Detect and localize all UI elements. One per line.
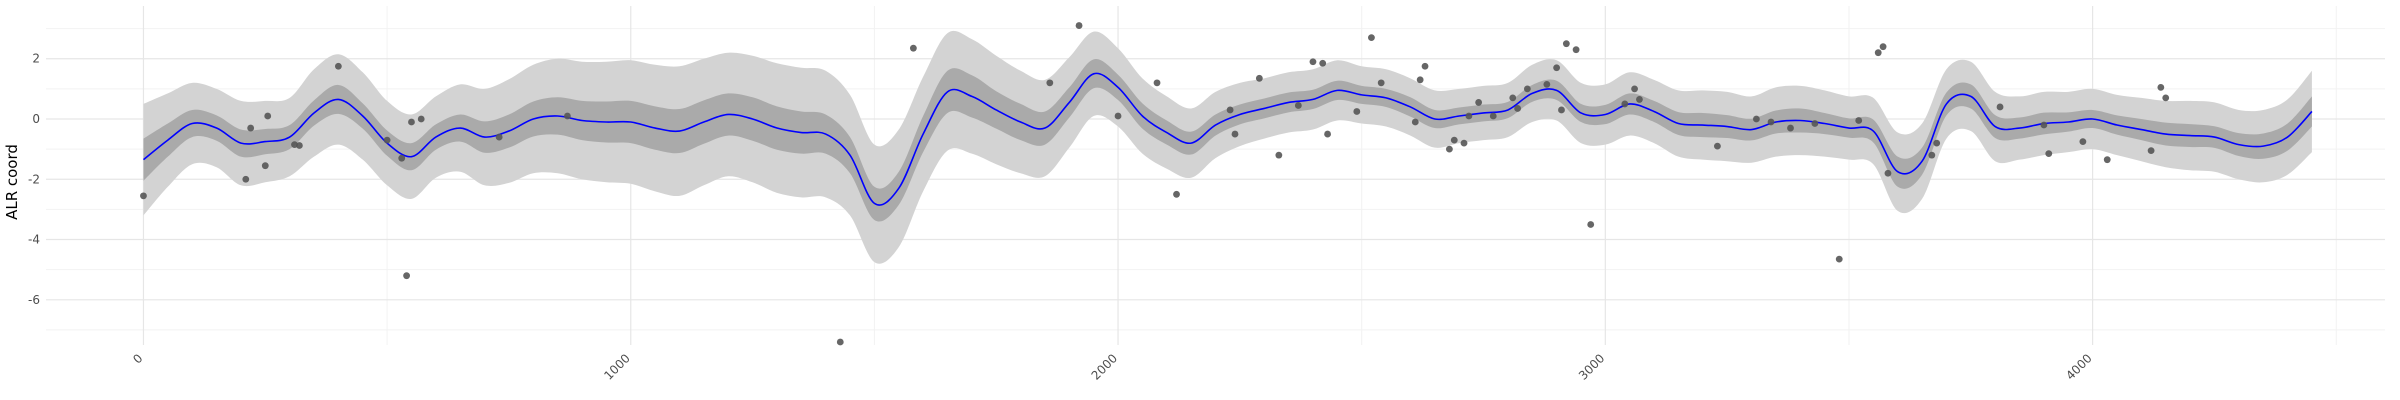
data-point bbox=[1714, 142, 1721, 150]
data-point bbox=[2079, 138, 2087, 146]
y-tick-label: 0 bbox=[32, 112, 40, 126]
data-point bbox=[140, 192, 147, 200]
outer-confidence-band bbox=[143, 30, 2312, 264]
x-tick-label: 3000 bbox=[1576, 351, 1607, 382]
data-point bbox=[1621, 100, 1629, 108]
y-axis-title: ALR coord bbox=[3, 144, 21, 220]
data-point bbox=[1928, 151, 1936, 159]
y-tick-label: -6 bbox=[28, 293, 40, 307]
data-point bbox=[2147, 147, 2155, 155]
data-point bbox=[264, 112, 272, 120]
data-point bbox=[334, 62, 342, 70]
data-point bbox=[1353, 108, 1361, 115]
data-point bbox=[1884, 169, 1892, 177]
data-point bbox=[2157, 83, 2165, 91]
data-point bbox=[1368, 34, 1375, 42]
data-point bbox=[1046, 79, 1054, 87]
data-point bbox=[2103, 156, 2111, 164]
data-point bbox=[408, 118, 415, 126]
data-point bbox=[1421, 62, 1429, 70]
data-point bbox=[1173, 190, 1180, 198]
data-point bbox=[242, 175, 250, 183]
x-tick-label: 2000 bbox=[1089, 351, 1120, 382]
data-point bbox=[1450, 136, 1458, 144]
y-tick-label: -2 bbox=[28, 172, 40, 186]
data-point bbox=[1523, 85, 1531, 93]
data-point bbox=[1553, 64, 1561, 72]
y-tick-label: 2 bbox=[32, 52, 40, 66]
data-point bbox=[1294, 102, 1302, 109]
data-point bbox=[1226, 106, 1234, 114]
data-point bbox=[1275, 151, 1283, 159]
data-point bbox=[1636, 96, 1643, 103]
data-point bbox=[1509, 94, 1517, 102]
data-point bbox=[1255, 74, 1263, 82]
data-point bbox=[1933, 139, 1941, 147]
data-point bbox=[1465, 112, 1473, 120]
data-point bbox=[383, 136, 391, 144]
data-point bbox=[1411, 118, 1419, 126]
data-point bbox=[1587, 221, 1595, 228]
data-point bbox=[1514, 105, 1522, 112]
inner-confidence-band bbox=[143, 59, 2312, 222]
data-point bbox=[1153, 79, 1161, 87]
data-point bbox=[1558, 106, 1565, 114]
data-point bbox=[1475, 99, 1483, 106]
data-point bbox=[1572, 46, 1580, 54]
data-point bbox=[1319, 59, 1327, 67]
data-point bbox=[1855, 117, 1863, 124]
data-point bbox=[495, 133, 503, 141]
data-point bbox=[1996, 103, 2004, 111]
data-point bbox=[247, 124, 255, 132]
data-point bbox=[2162, 94, 2170, 102]
x-tick-label: 0 bbox=[130, 351, 145, 366]
data-point bbox=[1324, 130, 1331, 138]
data-point bbox=[2045, 150, 2053, 158]
data-point bbox=[1446, 145, 1453, 153]
data-points bbox=[140, 22, 2170, 346]
data-point bbox=[1879, 43, 1887, 51]
data-point bbox=[1309, 58, 1317, 66]
data-point bbox=[1562, 40, 1570, 48]
data-point bbox=[1460, 139, 1468, 147]
data-point bbox=[564, 112, 571, 120]
x-axis-tick-labels: 0 1000 2000 3000 4000 bbox=[130, 351, 2094, 382]
data-point bbox=[909, 44, 917, 52]
data-point bbox=[1631, 85, 1638, 93]
data-point bbox=[1543, 80, 1551, 88]
data-point bbox=[398, 154, 406, 162]
data-point bbox=[417, 115, 425, 123]
data-point bbox=[1767, 118, 1775, 126]
data-point bbox=[1787, 124, 1794, 132]
data-point bbox=[1811, 120, 1819, 127]
data-point bbox=[1874, 49, 1882, 57]
x-tick-label: 4000 bbox=[2063, 351, 2094, 382]
data-point bbox=[1835, 255, 1843, 263]
y-tick-label: -4 bbox=[28, 233, 40, 247]
data-point bbox=[261, 162, 269, 170]
y-axis-tick-labels: -6 -4 -2 0 2 bbox=[28, 52, 40, 307]
x-tick-label: 1000 bbox=[601, 351, 632, 382]
data-point bbox=[1489, 112, 1497, 120]
data-point bbox=[1377, 79, 1385, 87]
mean-curve-line bbox=[142, 72, 2313, 206]
data-point bbox=[1752, 115, 1760, 123]
data-point bbox=[1114, 112, 1122, 120]
data-point bbox=[403, 272, 410, 280]
data-point bbox=[2040, 121, 2048, 129]
data-point bbox=[295, 142, 303, 149]
data-point bbox=[836, 338, 844, 346]
data-point bbox=[1231, 130, 1239, 138]
data-point bbox=[1075, 22, 1083, 29]
data-point bbox=[1416, 76, 1424, 84]
